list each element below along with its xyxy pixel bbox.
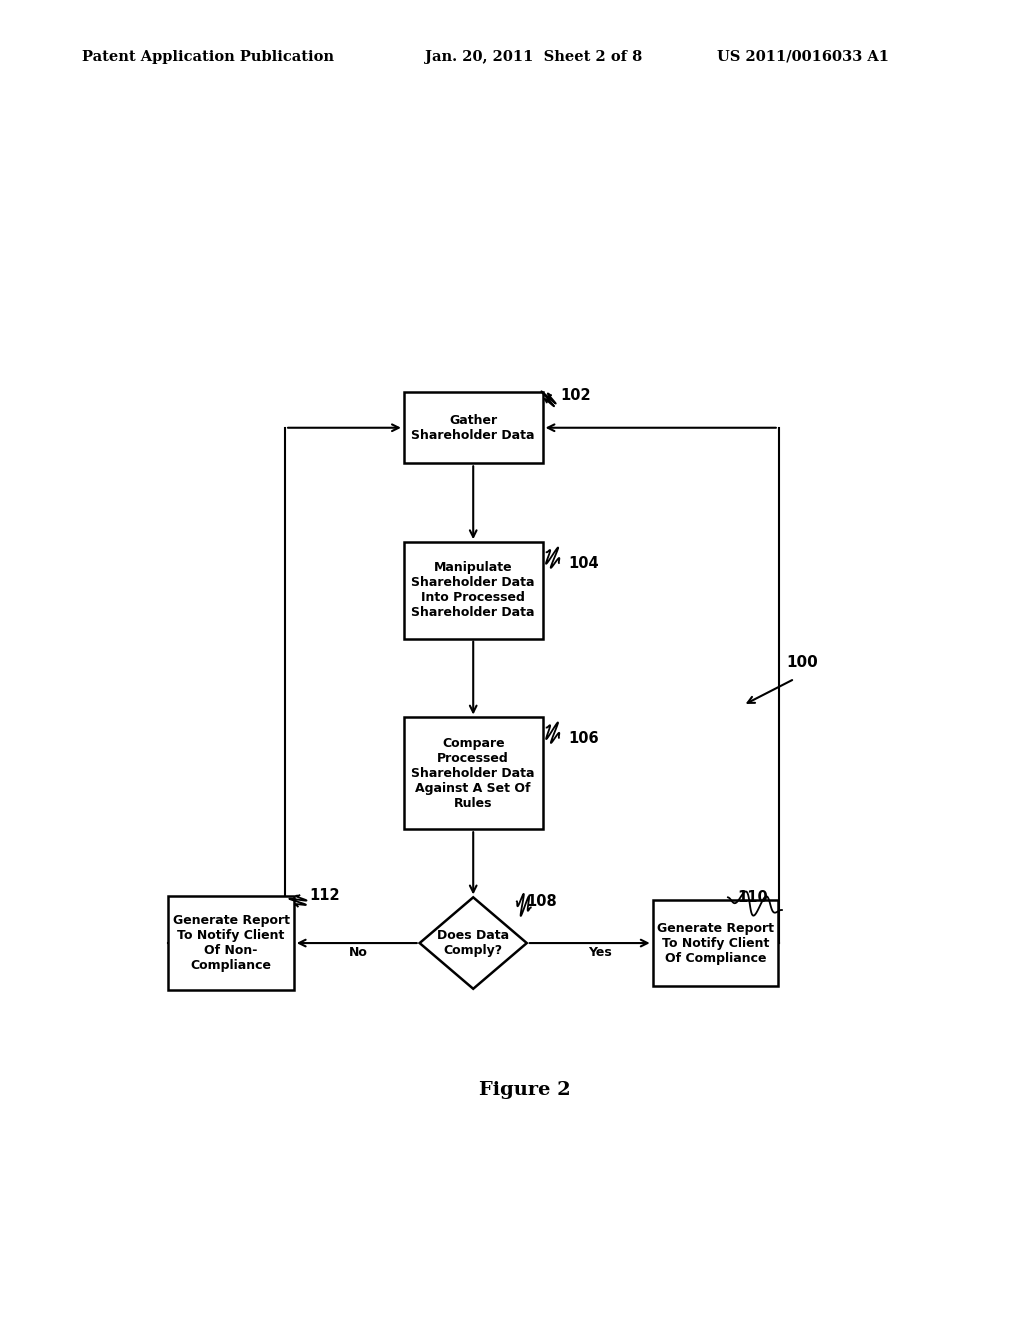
FancyBboxPatch shape	[169, 896, 294, 990]
Text: 112: 112	[309, 888, 340, 903]
Text: US 2011/0016033 A1: US 2011/0016033 A1	[717, 50, 889, 63]
Text: Gather
Shareholder Data: Gather Shareholder Data	[412, 413, 535, 442]
Text: Jan. 20, 2011  Sheet 2 of 8: Jan. 20, 2011 Sheet 2 of 8	[425, 50, 642, 63]
Text: Yes: Yes	[588, 946, 612, 960]
Text: Manipulate
Shareholder Data
Into Processed
Shareholder Data: Manipulate Shareholder Data Into Process…	[412, 561, 535, 619]
Text: 106: 106	[568, 731, 599, 746]
FancyBboxPatch shape	[403, 718, 543, 829]
Text: 110: 110	[737, 891, 768, 906]
Text: Compare
Processed
Shareholder Data
Against A Set Of
Rules: Compare Processed Shareholder Data Again…	[412, 737, 535, 810]
FancyBboxPatch shape	[652, 900, 778, 986]
Text: Generate Report
To Notify Client
Of Compliance: Generate Report To Notify Client Of Comp…	[656, 921, 774, 965]
Polygon shape	[420, 898, 526, 989]
Text: 104: 104	[568, 556, 599, 572]
FancyBboxPatch shape	[403, 543, 543, 639]
Text: Does Data
Comply?: Does Data Comply?	[437, 929, 509, 957]
Text: 100: 100	[786, 655, 818, 669]
Text: Patent Application Publication: Patent Application Publication	[82, 50, 334, 63]
Text: 108: 108	[526, 895, 557, 909]
FancyBboxPatch shape	[403, 392, 543, 463]
Text: Figure 2: Figure 2	[479, 1081, 570, 1100]
Text: 102: 102	[560, 388, 591, 404]
Text: No: No	[348, 946, 368, 960]
Text: Generate Report
To Notify Client
Of Non-
Compliance: Generate Report To Notify Client Of Non-…	[173, 913, 290, 972]
